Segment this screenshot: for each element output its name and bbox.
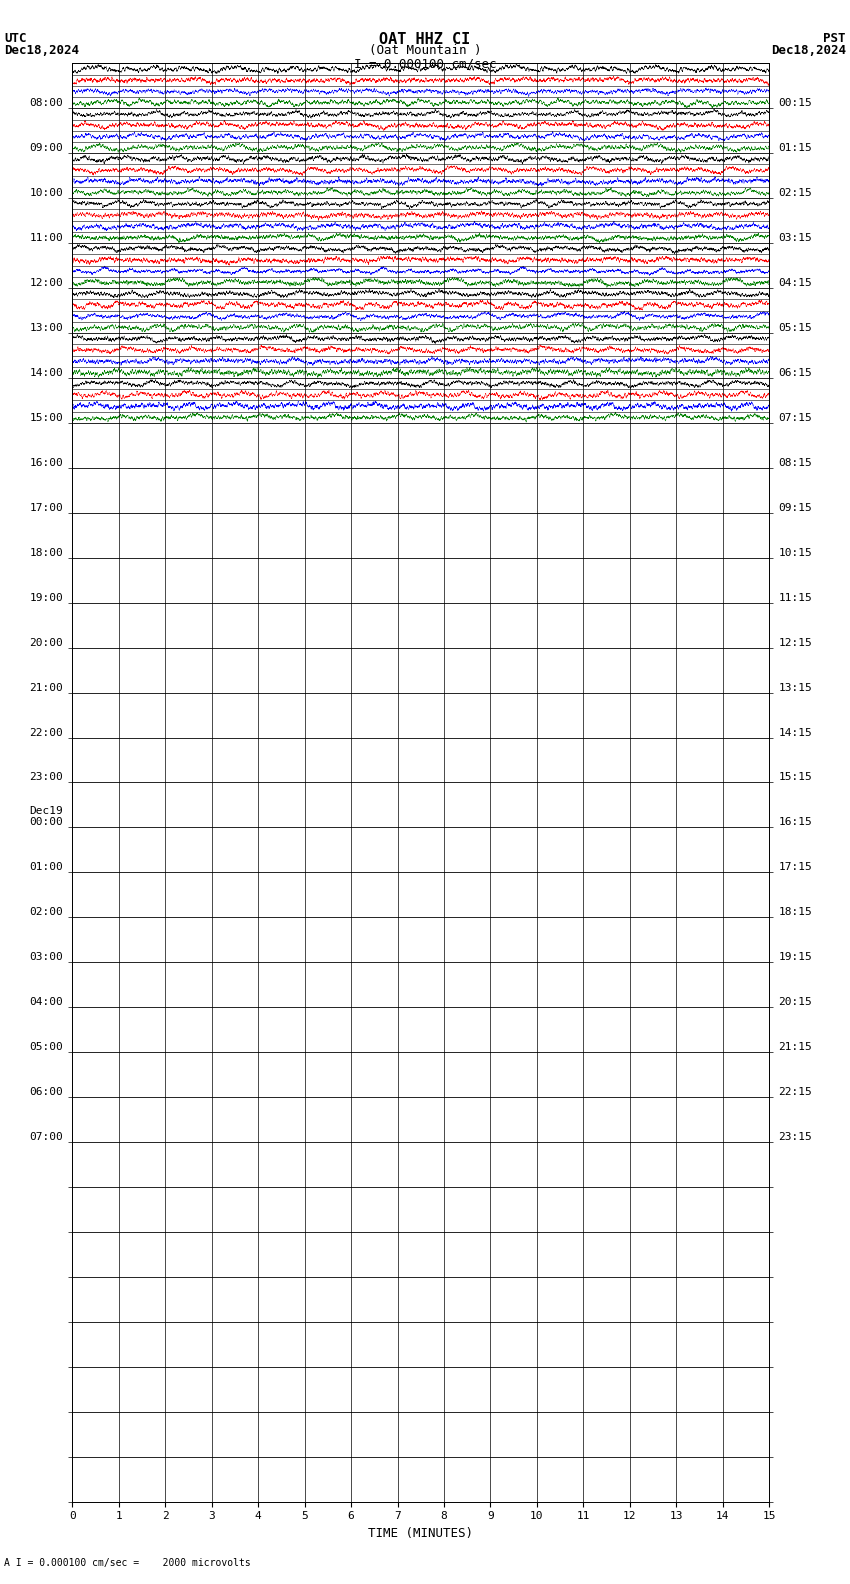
Text: Dec18,2024: Dec18,2024 bbox=[4, 44, 79, 57]
Text: PST: PST bbox=[824, 32, 846, 44]
Text: (Oat Mountain ): (Oat Mountain ) bbox=[369, 44, 481, 57]
Text: UTC: UTC bbox=[4, 32, 26, 44]
Text: I = 0.000100 cm/sec: I = 0.000100 cm/sec bbox=[354, 57, 496, 70]
Text: A I = 0.000100 cm/sec =    2000 microvolts: A I = 0.000100 cm/sec = 2000 microvolts bbox=[4, 1559, 251, 1568]
Text: Dec18,2024: Dec18,2024 bbox=[771, 44, 846, 57]
Text: OAT HHZ CI: OAT HHZ CI bbox=[379, 32, 471, 46]
X-axis label: TIME (MINUTES): TIME (MINUTES) bbox=[368, 1527, 473, 1540]
